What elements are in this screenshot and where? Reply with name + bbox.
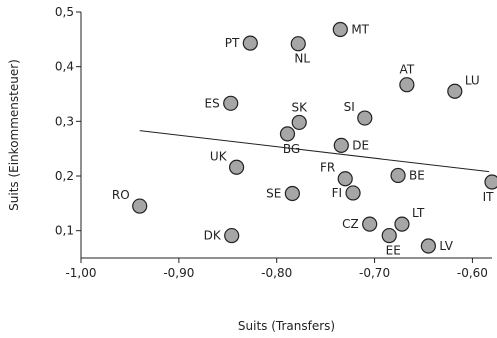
data-point-dk: [224, 227, 240, 244]
x-tick-label: -0,80: [261, 266, 292, 280]
point-label-uk: UK: [210, 149, 228, 163]
y-tick-label: 0,2: [55, 169, 74, 183]
point-label-ee: EE: [386, 244, 401, 258]
point-label-lv: LV: [439, 239, 453, 253]
data-point-se: [284, 185, 300, 202]
data-point-be: [390, 167, 406, 184]
point-label-at: AT: [400, 63, 415, 77]
point-label-lt: LT: [412, 206, 425, 220]
point-label-cz: CZ: [342, 217, 359, 231]
point-label-dk: DK: [204, 229, 222, 243]
point-label-de: DE: [352, 138, 369, 152]
data-point-pt: [242, 35, 258, 51]
data-point-fi: [345, 185, 361, 201]
y-tick-label: 0,3: [55, 114, 74, 128]
x-tick-label: -0,70: [359, 266, 390, 280]
y-tick-label: 0,1: [55, 224, 74, 238]
point-label-nl: NL: [294, 52, 310, 66]
y-tick-label: 0,4: [55, 60, 74, 74]
data-point-sk: [291, 114, 307, 131]
point-label-fi: FI: [332, 186, 342, 200]
point-label-sk: SK: [291, 100, 308, 114]
data-point-mt: [332, 21, 348, 38]
data-point-de: [333, 137, 349, 153]
point-label-ro: RO: [112, 188, 130, 202]
point-label-si: SI: [344, 100, 355, 114]
x-axis-title: Suits (Transfers): [238, 319, 335, 333]
data-point-at: [399, 77, 415, 93]
data-point-lu: [447, 83, 463, 99]
data-point-ee: [381, 227, 397, 244]
point-label-be: BE: [409, 168, 425, 182]
point-label-fr: FR: [320, 161, 335, 175]
data-point-lt: [394, 216, 410, 232]
data-point-ro: [132, 198, 148, 214]
point-label-it: IT: [483, 190, 495, 204]
point-label-lu: LU: [465, 73, 480, 87]
data-point-es: [223, 95, 239, 111]
data-point-bg: [279, 126, 296, 142]
point-label-pt: PT: [225, 36, 240, 50]
point-label-mt: MT: [351, 22, 369, 36]
data-point-fr: [337, 171, 353, 187]
y-tick-label: 0,5: [55, 5, 74, 19]
x-tick-label: -0,60: [457, 266, 488, 280]
y-axis-title: Suits (Einkommensteuer): [7, 59, 21, 211]
data-point-nl: [290, 36, 306, 52]
point-label-bg: BG: [283, 142, 300, 156]
point-label-es: ES: [205, 96, 220, 110]
data-point-uk: [228, 159, 245, 175]
data-point-cz: [362, 216, 378, 232]
x-tick-label: -1,00: [65, 266, 96, 280]
axes: -1,00 -0,90 -0,80 -0,70 -0,60 0,1 0,2 0,3 0,4 0,5: [55, 5, 492, 280]
data-point-lv: [420, 238, 436, 254]
points-group: PT NL MT AT LU ES SK SI BG DE UK FR BE IT FI SE RO CZ LT DK…: [112, 21, 497, 258]
point-label-se: SE: [266, 186, 281, 200]
data-point-si: [357, 110, 373, 126]
x-tick-label: -0,90: [163, 266, 194, 280]
data-point-it: [484, 174, 497, 190]
trendline-group: [139, 130, 490, 173]
trendline: [139, 130, 490, 173]
